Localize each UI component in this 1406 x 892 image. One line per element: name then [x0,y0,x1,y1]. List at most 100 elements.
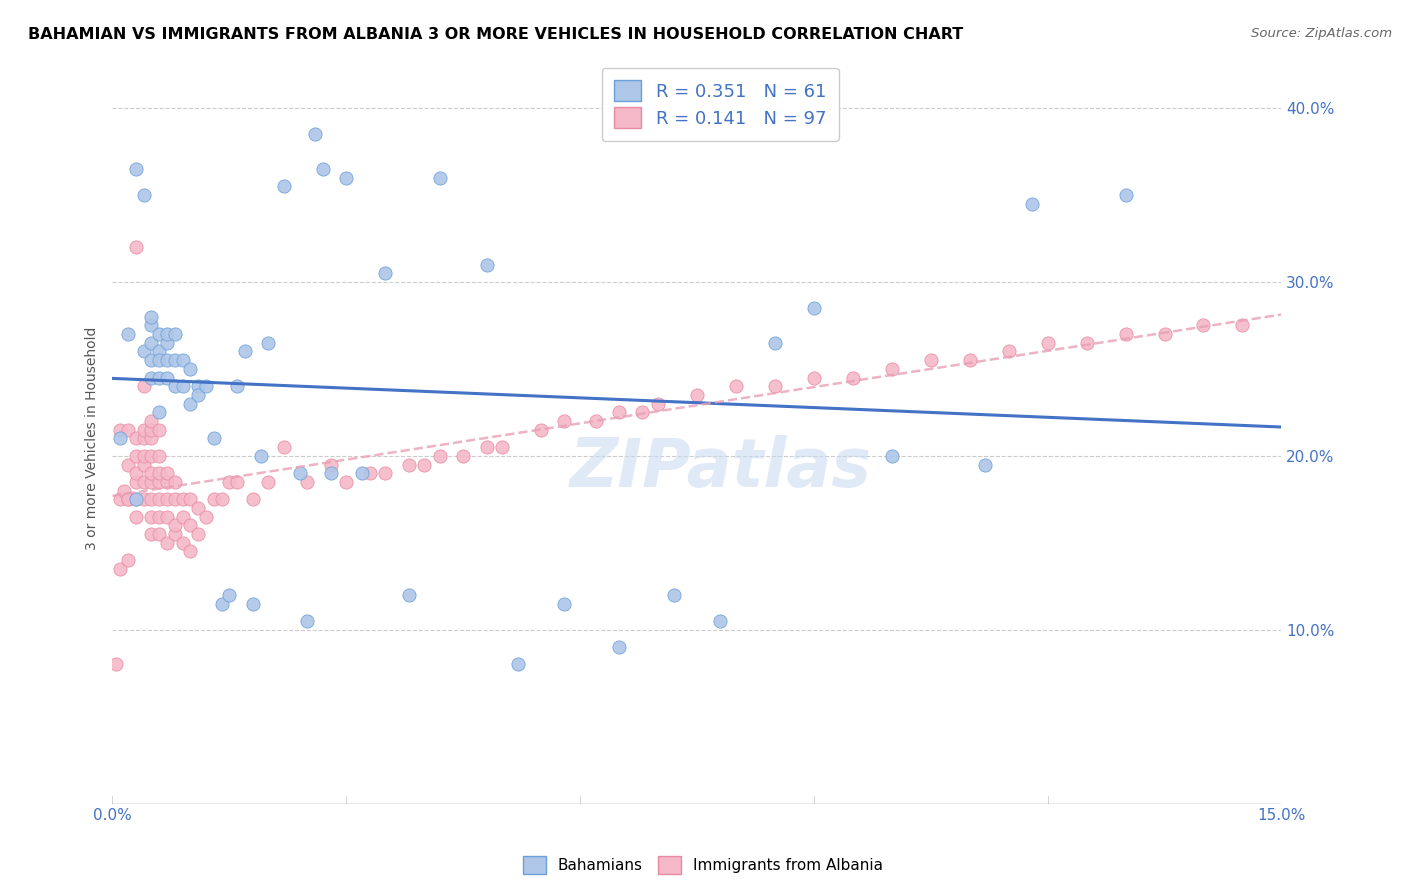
Point [257,475,280,489]
Point [163,379,186,393]
Point [172,509,194,524]
Point [686,388,709,402]
Point [148,370,170,384]
Point [141,466,163,480]
Point [179,362,201,376]
Point [226,379,249,393]
Point [530,423,553,437]
Point [148,492,170,507]
Point [803,370,825,384]
Point [350,466,373,480]
Point [233,344,256,359]
Point [125,509,148,524]
Point [249,449,271,463]
Point [141,527,163,541]
Point [202,432,225,446]
Point [631,405,654,419]
Point [141,318,163,333]
Point [662,588,685,602]
Point [374,466,396,480]
Point [141,423,163,437]
Point [117,458,139,472]
Point [211,597,233,611]
Point [202,492,225,507]
Legend: R = 0.351   N = 61, R = 0.141   N = 97: R = 0.351 N = 61, R = 0.141 N = 97 [602,68,839,141]
Point [125,466,148,480]
Point [1021,196,1043,211]
Point [1153,327,1175,342]
Point [880,449,903,463]
Point [148,527,170,541]
Point [842,370,865,384]
Y-axis label: 3 or more Vehicles in Household: 3 or more Vehicles in Household [86,326,100,550]
Point [148,509,170,524]
Point [553,414,575,428]
Point [257,335,280,350]
Point [117,423,139,437]
Point [211,492,233,507]
Point [156,492,179,507]
Point [880,362,903,376]
Text: Source: ZipAtlas.com: Source: ZipAtlas.com [1251,27,1392,40]
Point [724,379,747,393]
Point [709,614,731,628]
Point [506,657,529,672]
Point [179,544,201,558]
Point [429,449,451,463]
Point [148,423,170,437]
Point [273,179,295,194]
Point [148,344,170,359]
Point [491,440,513,454]
Point [585,414,607,428]
Point [179,397,201,411]
Point [1232,318,1254,333]
Point [195,509,218,524]
Point [110,423,132,437]
Point [398,588,420,602]
Point [172,379,194,393]
Point [156,475,179,489]
Point [117,553,139,567]
Point [141,370,163,384]
Point [304,127,326,141]
Point [335,170,357,185]
Point [242,492,264,507]
Point [132,379,155,393]
Point [132,432,155,446]
Point [163,492,186,507]
Point [218,588,240,602]
Point [187,527,209,541]
Point [141,310,163,324]
Point [187,500,209,515]
Point [172,492,194,507]
Point [319,458,342,472]
Point [156,335,179,350]
Point [163,518,186,533]
Point [132,449,155,463]
Point [607,640,630,654]
Point [763,335,786,350]
Point [156,370,179,384]
Point [132,475,155,489]
Point [125,161,148,176]
Point [163,327,186,342]
Point [1115,327,1137,342]
Point [125,492,148,507]
Point [156,509,179,524]
Point [110,432,132,446]
Point [475,440,498,454]
Point [148,327,170,342]
Point [974,458,997,472]
Point [156,327,179,342]
Point [141,335,163,350]
Point [148,466,170,480]
Point [997,344,1019,359]
Point [179,492,201,507]
Point [112,483,135,498]
Point [110,562,132,576]
Point [141,432,163,446]
Point [148,475,170,489]
Point [132,423,155,437]
Point [132,458,155,472]
Point [297,614,319,628]
